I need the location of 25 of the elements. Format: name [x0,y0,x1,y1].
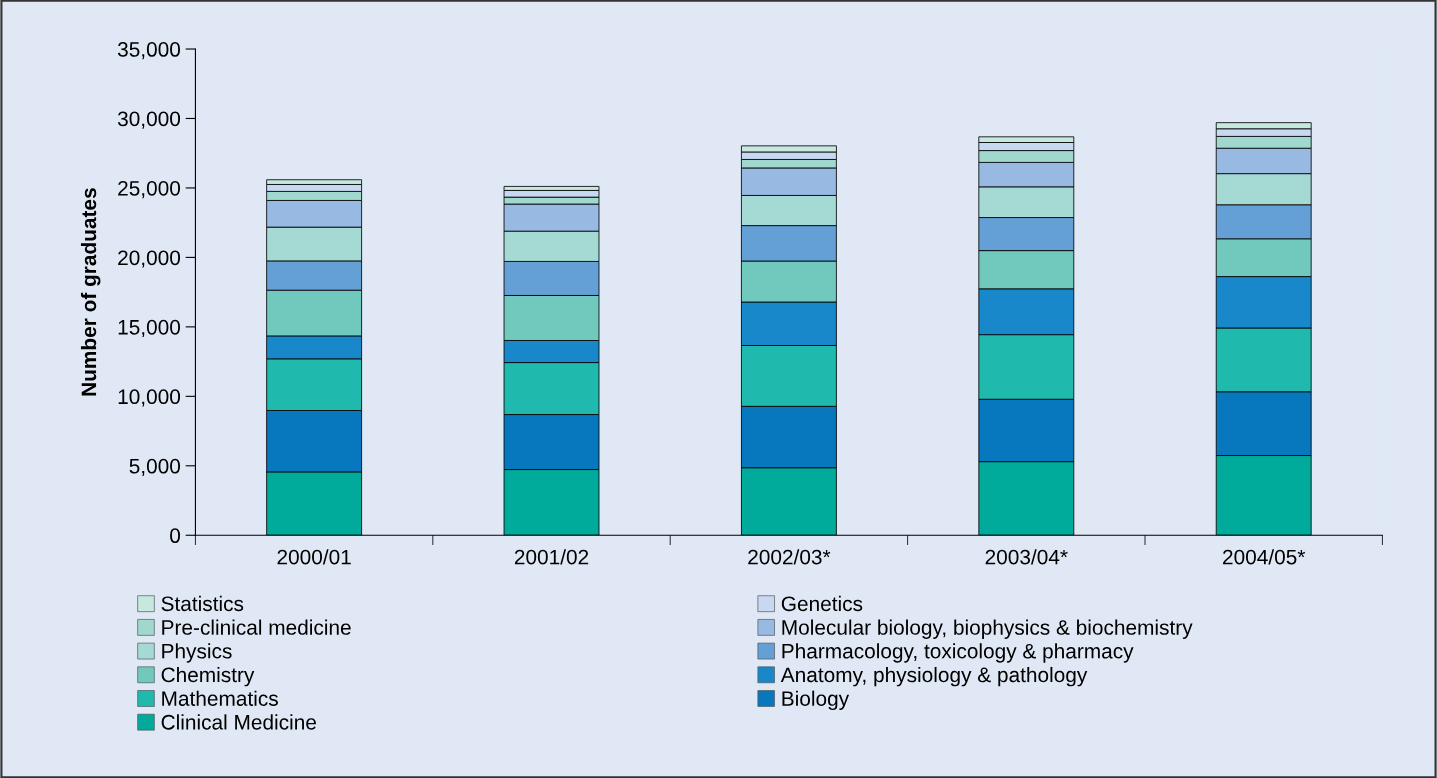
y-tick-label: 30,000 [117,111,181,129]
x-tick-label: 2001/02 [514,549,589,565]
legend-label: Molecular biology, biophysics & biochemistry [782,619,1193,639]
y-tick-label: 5,000 [129,458,181,477]
y-tick-label: 15,000 [118,319,181,338]
y-axis-title: Number of graduates [80,188,101,396]
y-tick-label: 20,000 [118,250,181,268]
y-tick-label: 0 [170,528,181,544]
legend-label: Pharmacology, toxicology & pharmacy [782,643,1134,663]
legend-label: Mathematics [162,690,278,706]
legend-label: Genetics [781,595,863,612]
y-tick-label: 35,000 [117,42,181,60]
legend-label: Anatomy, physiology & pathology [780,666,1088,687]
legend-label: Biology [782,690,850,711]
x-tick-label: 2000/01 [277,549,351,565]
legend-label: Physics [162,643,232,663]
legend-label: Statistics [161,595,244,612]
x-tick-label: 2004/05* [1223,549,1306,565]
y-tick-label: 10,000 [118,389,181,407]
x-tick-label: 2003/04* [985,549,1068,565]
legend-label: Clinical Medicine [161,714,316,730]
legend-label: Pre-clinical medicine [162,619,351,635]
y-tick-label: 25,000 [118,180,181,199]
x-tick-label: 2002/03* [748,549,831,565]
legend-label: Chemistry [161,666,255,687]
